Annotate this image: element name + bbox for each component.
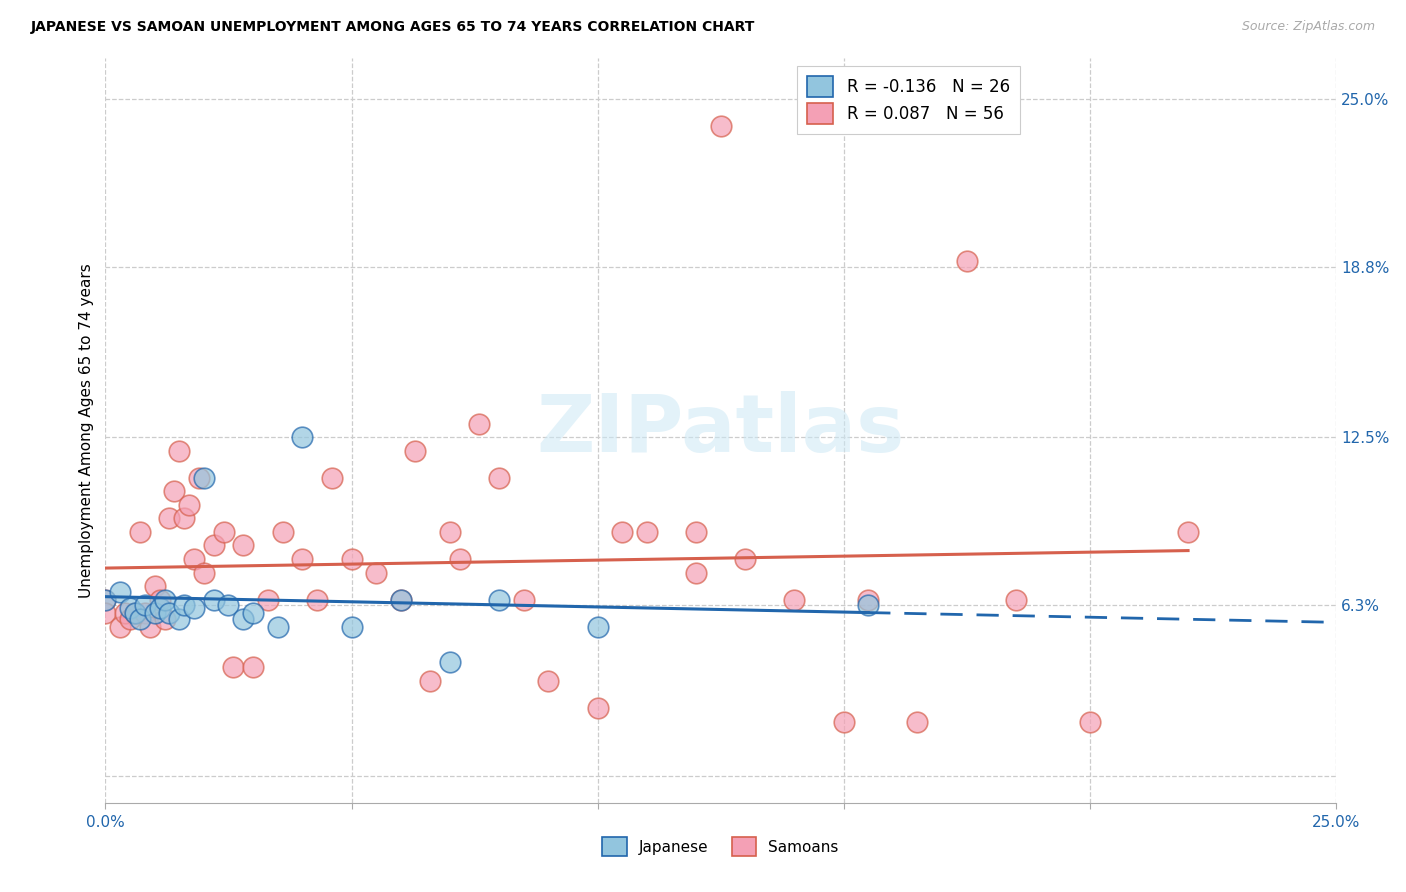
Point xyxy=(907,714,929,729)
Point xyxy=(124,606,146,620)
Point xyxy=(183,600,205,615)
Point xyxy=(513,592,536,607)
Legend: Japanese, Samoans: Japanese, Samoans xyxy=(596,831,845,863)
Point xyxy=(94,606,117,620)
Point xyxy=(173,511,195,525)
Point xyxy=(153,592,176,607)
Point xyxy=(488,592,510,607)
Point xyxy=(149,600,172,615)
Point xyxy=(134,606,156,620)
Point xyxy=(291,430,314,444)
Point xyxy=(242,606,264,620)
Point xyxy=(163,484,186,499)
Point xyxy=(202,592,225,607)
Y-axis label: Unemployment Among Ages 65 to 74 years: Unemployment Among Ages 65 to 74 years xyxy=(79,263,94,598)
Point xyxy=(129,612,152,626)
Point xyxy=(832,714,855,729)
Point xyxy=(610,524,633,539)
Point xyxy=(291,552,314,566)
Point xyxy=(169,443,191,458)
Point xyxy=(267,620,290,634)
Point xyxy=(124,606,146,620)
Point xyxy=(143,579,166,593)
Point xyxy=(232,612,254,626)
Point xyxy=(389,592,412,607)
Point xyxy=(222,660,245,674)
Point xyxy=(468,417,491,431)
Point xyxy=(120,600,141,615)
Point xyxy=(149,592,172,607)
Point xyxy=(405,443,427,458)
Point xyxy=(120,612,141,626)
Point xyxy=(1004,592,1026,607)
Point xyxy=(153,612,176,626)
Point xyxy=(110,620,132,634)
Point xyxy=(685,566,707,580)
Point xyxy=(734,552,756,566)
Point xyxy=(159,606,180,620)
Point xyxy=(94,592,117,607)
Point xyxy=(340,552,363,566)
Point xyxy=(232,539,254,553)
Point xyxy=(586,620,609,634)
Point xyxy=(783,592,806,607)
Point xyxy=(94,592,117,607)
Point xyxy=(488,471,510,485)
Point xyxy=(110,584,132,599)
Point xyxy=(858,592,880,607)
Point xyxy=(179,498,201,512)
Point xyxy=(218,598,240,612)
Point xyxy=(439,524,461,539)
Point xyxy=(114,606,136,620)
Point xyxy=(134,598,156,612)
Point xyxy=(169,612,191,626)
Point xyxy=(212,524,235,539)
Point xyxy=(257,592,280,607)
Text: ZIPatlas: ZIPatlas xyxy=(537,392,904,469)
Point xyxy=(202,539,225,553)
Point xyxy=(173,598,195,612)
Point xyxy=(242,660,264,674)
Point xyxy=(366,566,388,580)
Point xyxy=(193,471,215,485)
Text: JAPANESE VS SAMOAN UNEMPLOYMENT AMONG AGES 65 TO 74 YEARS CORRELATION CHART: JAPANESE VS SAMOAN UNEMPLOYMENT AMONG AG… xyxy=(31,20,755,34)
Point xyxy=(636,524,658,539)
Point xyxy=(188,471,211,485)
Point xyxy=(685,524,707,539)
Point xyxy=(307,592,329,607)
Point xyxy=(537,673,560,688)
Point xyxy=(586,701,609,715)
Point xyxy=(439,655,461,669)
Point xyxy=(321,471,343,485)
Point xyxy=(138,620,162,634)
Point xyxy=(143,606,166,620)
Text: Source: ZipAtlas.com: Source: ZipAtlas.com xyxy=(1241,20,1375,33)
Point xyxy=(193,566,215,580)
Point xyxy=(1177,524,1199,539)
Point xyxy=(419,673,441,688)
Point xyxy=(389,592,412,607)
Point xyxy=(340,620,363,634)
Point xyxy=(129,524,152,539)
Point xyxy=(183,552,205,566)
Point xyxy=(956,254,979,268)
Point xyxy=(1078,714,1101,729)
Point xyxy=(449,552,471,566)
Point xyxy=(159,511,180,525)
Point xyxy=(271,524,294,539)
Point xyxy=(858,598,880,612)
Point xyxy=(710,119,733,133)
